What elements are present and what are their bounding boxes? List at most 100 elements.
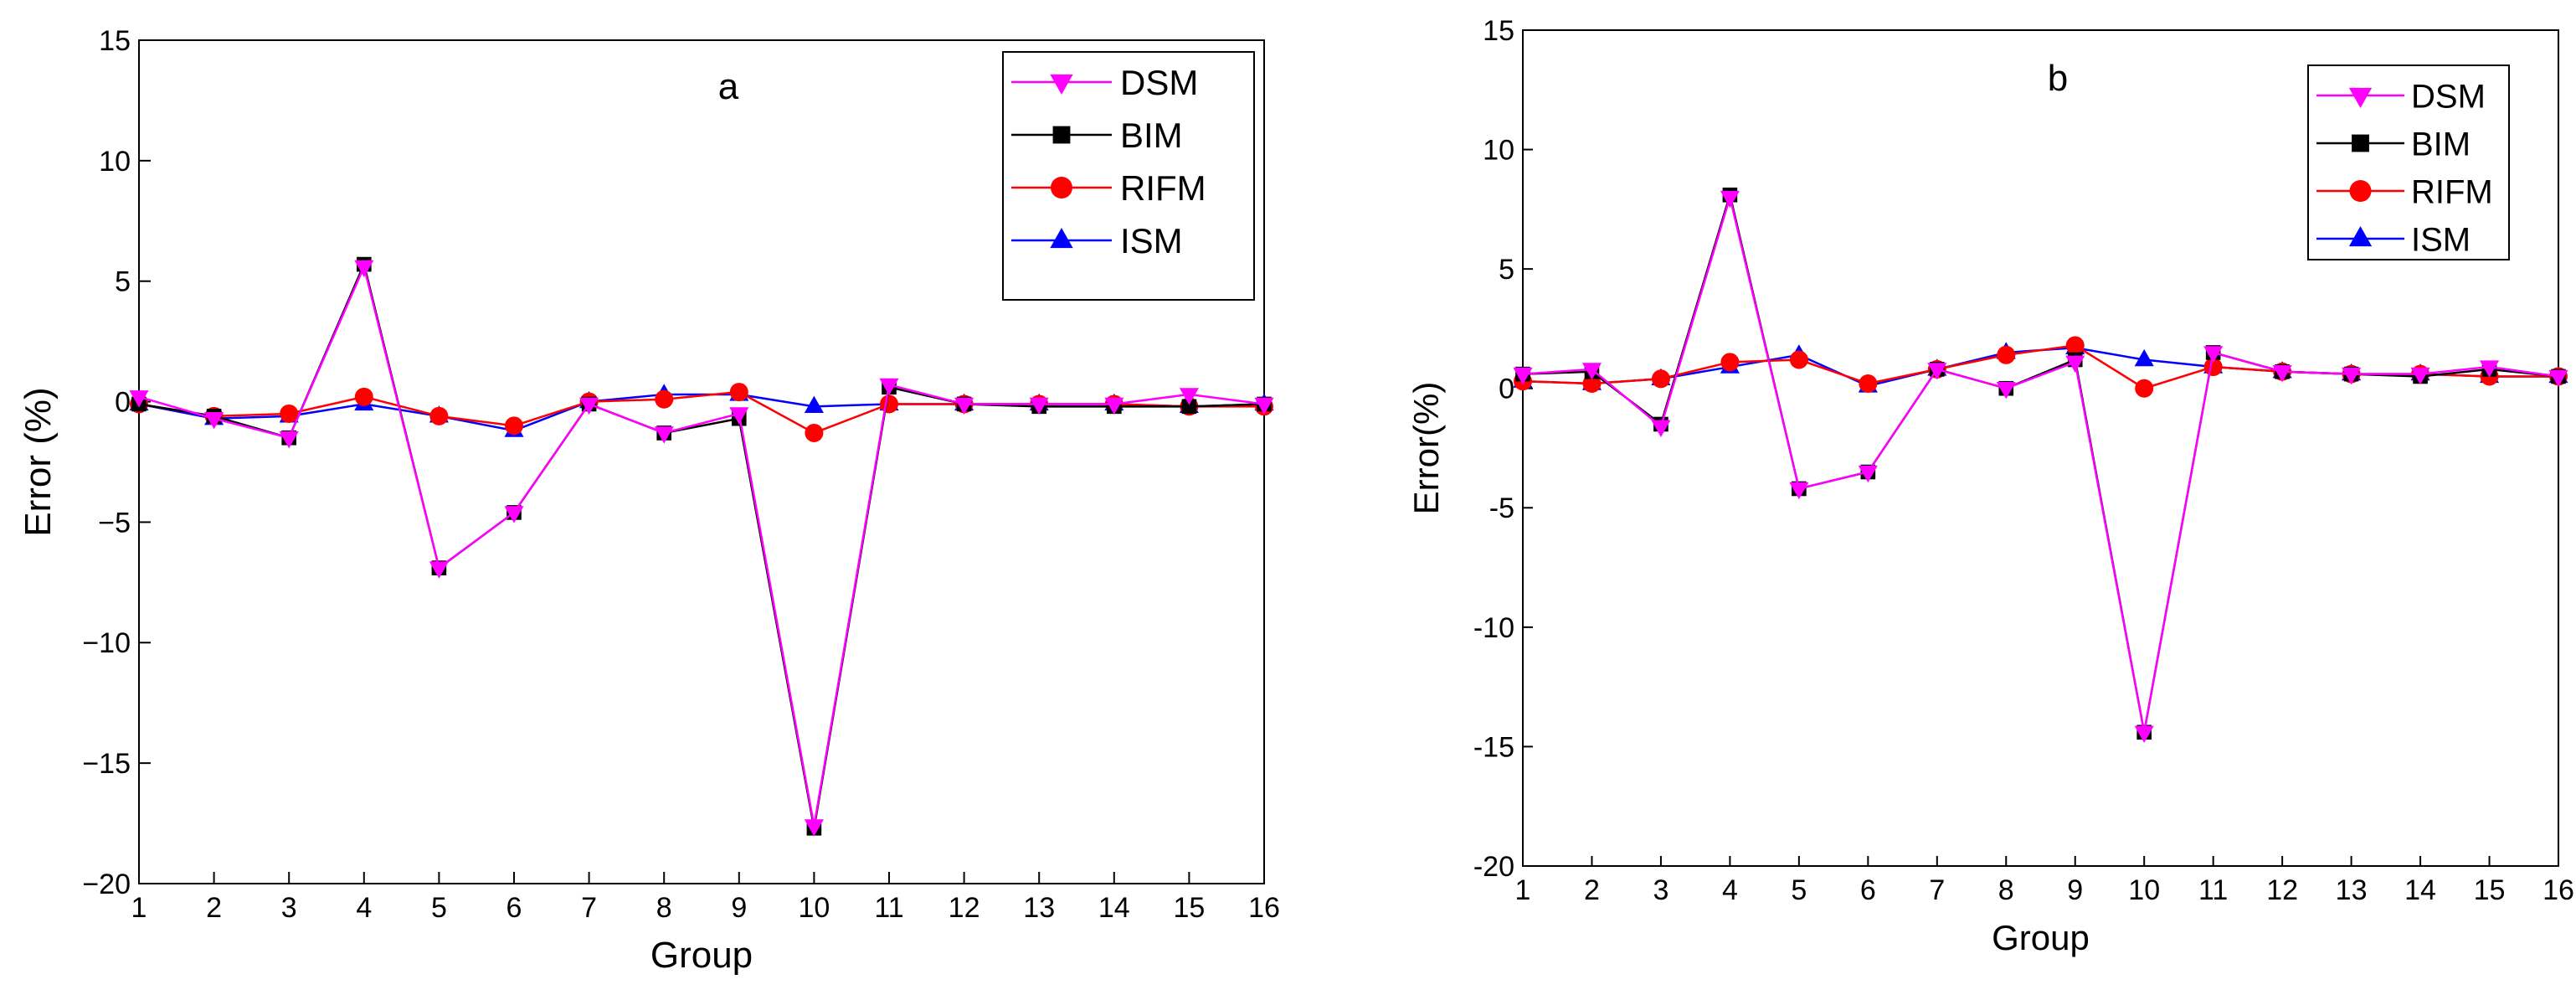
y-tick-label: −5 xyxy=(98,507,131,539)
x-tick-label: 3 xyxy=(1653,874,1668,906)
data-point-rifm xyxy=(354,387,373,406)
data-point-rifm xyxy=(805,423,824,442)
data-point-dsm xyxy=(804,819,824,837)
data-point-dsm xyxy=(2203,346,2224,363)
y-tick-label: 0 xyxy=(1499,374,1514,405)
y-tick-label: 15 xyxy=(1483,15,1514,47)
data-point-rifm xyxy=(1859,374,1878,394)
legend-marker-bim xyxy=(1052,126,1071,144)
x-tick-label: 2 xyxy=(206,892,222,924)
x-tick-label: 5 xyxy=(1791,874,1807,906)
data-point-dsm xyxy=(204,412,224,430)
y-tick-label: −20 xyxy=(82,869,131,900)
data-point-rifm xyxy=(280,404,299,423)
data-point-ism xyxy=(804,395,824,414)
y-axis-label: Error (%) xyxy=(18,387,59,536)
data-point-rifm xyxy=(1651,369,1670,389)
series-dsm xyxy=(1513,190,2568,743)
x-tick-label: 11 xyxy=(874,892,903,924)
data-point-dsm xyxy=(2410,367,2430,385)
data-point-rifm xyxy=(2135,379,2154,398)
legend-label: DSM xyxy=(1120,63,1198,102)
data-point-rifm xyxy=(655,389,674,409)
data-point-dsm xyxy=(1720,190,1740,209)
x-tick-label: 15 xyxy=(2474,874,2506,906)
x-tick-label: 8 xyxy=(656,892,672,924)
data-point-dsm xyxy=(1179,388,1199,405)
x-tick-label: 1 xyxy=(131,892,147,924)
x-tick-label: 11 xyxy=(2198,874,2228,906)
data-point-rifm xyxy=(729,383,748,402)
legend-label: RIFM xyxy=(2411,173,2493,210)
legend-box xyxy=(2307,64,2510,260)
data-point-dsm xyxy=(954,397,974,415)
data-point-dsm xyxy=(729,407,749,425)
series-line-dsm xyxy=(138,263,1265,827)
data-point-bim xyxy=(1181,399,1197,415)
data-point-dsm xyxy=(2479,360,2500,378)
x-tick-label: 16 xyxy=(2543,874,2574,906)
x-tick-label: 16 xyxy=(1248,892,1280,924)
x-tick-label: 14 xyxy=(1098,892,1130,924)
data-point-rifm xyxy=(1997,345,2016,364)
data-point-dsm xyxy=(2342,367,2362,385)
data-point-dsm xyxy=(1029,397,1049,415)
y-tick-label: 10 xyxy=(1483,134,1514,166)
x-tick-label: 15 xyxy=(1173,892,1205,924)
data-point-rifm xyxy=(1789,350,1808,369)
data-point-rifm xyxy=(429,406,449,425)
series-line-dsm xyxy=(1522,193,2559,733)
y-tick-label: −10 xyxy=(82,627,131,659)
legend-marker-rifm xyxy=(2349,180,2372,202)
data-point-rifm xyxy=(505,416,523,436)
plot-frame xyxy=(1522,29,2559,867)
plot-frame xyxy=(138,39,1265,884)
data-point-dsm xyxy=(504,506,524,523)
data-point-dsm xyxy=(129,390,149,408)
legend: DSM BIM RIFM ISM xyxy=(1002,51,1255,301)
data-point-dsm xyxy=(654,426,674,444)
x-tick-label: 12 xyxy=(2266,874,2298,906)
data-point-dsm xyxy=(879,378,899,396)
y-tick-label: −15 xyxy=(82,748,131,780)
y-tick-label: 5 xyxy=(115,266,131,298)
data-point-dsm xyxy=(1927,363,1947,380)
y-tick-label: 0 xyxy=(115,386,131,418)
data-point-dsm xyxy=(2272,365,2292,383)
legend-marker-ism xyxy=(2348,226,2373,247)
y-tick-label: -15 xyxy=(1473,731,1514,763)
x-tick-label: 12 xyxy=(949,892,980,924)
data-point-dsm xyxy=(279,431,299,449)
x-tick-label: 9 xyxy=(2067,874,2083,906)
x-tick-label: 6 xyxy=(506,892,522,924)
series-dsm xyxy=(129,260,1274,837)
chart-title: a xyxy=(718,66,739,107)
legend-label: BIM xyxy=(1120,116,1183,155)
chart-title: b xyxy=(2048,58,2068,99)
y-tick-label: -5 xyxy=(1489,492,1514,524)
legend-label: RIFM xyxy=(1120,168,1206,208)
legend-marker-rifm xyxy=(1051,177,1072,198)
data-point-dsm xyxy=(579,397,599,415)
x-tick-label: 14 xyxy=(2404,874,2436,906)
x-tick-label: 7 xyxy=(581,892,597,924)
data-point-dsm xyxy=(1858,465,1878,483)
data-point-dsm xyxy=(354,260,374,278)
data-point-dsm xyxy=(2134,725,2154,743)
x-tick-label: 6 xyxy=(1860,874,1876,906)
legend-marker-dsm xyxy=(1050,74,1073,95)
legend-label: DSM xyxy=(2411,78,2486,115)
x-tick-label: 5 xyxy=(431,892,447,924)
y-tick-label: 5 xyxy=(1499,254,1514,286)
y-tick-label: 15 xyxy=(99,25,131,57)
data-point-rifm xyxy=(2065,336,2085,355)
data-point-dsm xyxy=(2548,369,2568,388)
x-tick-label: 2 xyxy=(1584,874,1600,906)
y-tick-label: -20 xyxy=(1473,851,1514,883)
x-axis-label: Group xyxy=(1992,918,2090,957)
data-point-dsm xyxy=(1789,482,1809,500)
x-tick-label: 4 xyxy=(356,892,372,924)
data-point-dsm xyxy=(1581,363,1602,380)
